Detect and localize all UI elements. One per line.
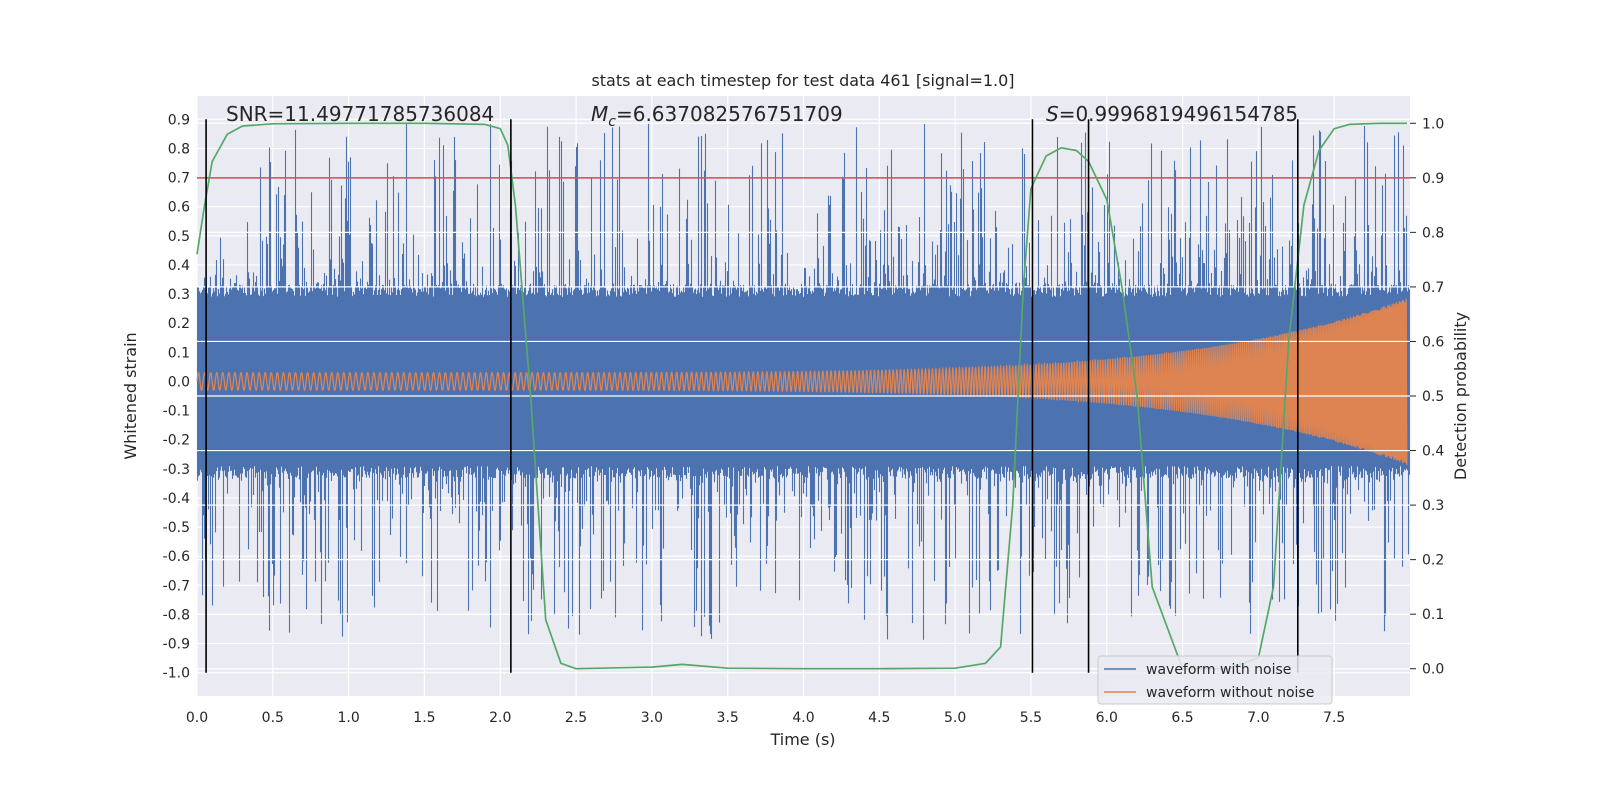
y-tick-label: -0.3 — [163, 462, 190, 478]
clean-waveform-path — [196, 298, 1408, 465]
legend-box — [1097, 655, 1333, 705]
x-tick-label: 3.5 — [717, 710, 739, 726]
y-tick-label: -0.9 — [163, 637, 190, 653]
chart-title: stats at each timestep for test data 461… — [591, 71, 1014, 90]
detection-probability-line — [196, 122, 1407, 670]
x-axis-ticks: 0.0 0.5 1.0 1.5 2.0 2.5 3.0 3.5 4.0 4.5 5.0 5.5 6.0 6… — [186, 710, 1345, 726]
x-tick-label: 4.0 — [792, 710, 814, 726]
x-tick-label: 0.0 — [186, 710, 208, 726]
y-tick-label: 0.9 — [168, 112, 190, 128]
y-tick-label: 0.1 — [168, 345, 190, 361]
right-tick-label: 0.6 — [1422, 334, 1444, 350]
y-tick-label: -0.7 — [163, 578, 190, 594]
x-tick-label: 3.0 — [641, 710, 663, 726]
y-tick-label: 0.2 — [168, 316, 190, 332]
y-tick-label: -0.1 — [163, 404, 190, 420]
y-tick-label: 0.5 — [168, 229, 190, 245]
right-tick-label: 0.4 — [1422, 444, 1444, 460]
s-symbol: S — [1046, 102, 1059, 126]
y-tick-label: -0.6 — [163, 549, 190, 565]
x-tick-label: 1.5 — [413, 710, 435, 726]
mc-value: =6.637082576751709 — [616, 102, 843, 126]
y-tick-label: -1.0 — [163, 666, 190, 682]
y-tick-label: 0.4 — [168, 258, 190, 274]
right-tick-label: 0.3 — [1422, 498, 1444, 514]
x-tick-label: 5.0 — [944, 710, 966, 726]
x-axis-label: Time (s) — [769, 730, 835, 749]
y-tick-label: 0.7 — [168, 171, 190, 187]
clean-waveform — [196, 298, 1408, 465]
x-tick-label: 5.5 — [1020, 710, 1042, 726]
x-tick-label: 6.0 — [1096, 710, 1118, 726]
s-value: =0.9996819496154785 — [1059, 102, 1298, 126]
y-tick-label: 0.6 — [168, 200, 190, 216]
right-tick-label: 0.2 — [1422, 553, 1444, 569]
x-tick-label: 1.0 — [337, 710, 359, 726]
y-tick-label: 0.0 — [168, 374, 190, 390]
y-axis-ticks: 0.9 0.8 0.7 0.6 0.5 0.4 0.3 0.2 0.1 0.0 -0.1 -0.2 -0… — [163, 112, 190, 681]
x-tick-label: 7.0 — [1247, 710, 1269, 726]
right-tick-label: 0.8 — [1422, 225, 1444, 241]
y-tick-label: -0.5 — [163, 520, 190, 536]
mc-annotation: Mc=6.637082576751709 — [591, 102, 843, 130]
x-tick-label: 0.5 — [262, 710, 284, 726]
right-tick-label: 1.0 — [1422, 116, 1444, 132]
right-tick-label: 0.0 — [1422, 662, 1444, 678]
x-tick-label: 6.5 — [1171, 710, 1193, 726]
x-tick-label: 2.5 — [565, 710, 587, 726]
x-tick-label: 2.0 — [489, 710, 511, 726]
right-tick-label: 0.5 — [1422, 389, 1444, 405]
legend-label-noisy: waveform with noise — [1146, 662, 1291, 678]
y-tick-label: -0.2 — [163, 433, 190, 449]
snr-annotation: SNR=11.49771785736084 — [226, 102, 494, 126]
s-annotation: S=0.9996819496154785 — [1046, 102, 1298, 126]
y-tick-label: 0.8 — [168, 141, 190, 157]
legend: waveform with noise waveform without noi… — [1097, 655, 1333, 705]
right-axis-ticks: 1.0 0.9 0.8 0.7 0.6 0.5 0.4 0.3 0.2 0.1 0.0 — [1410, 116, 1444, 678]
x-tick-label: 4.5 — [868, 710, 890, 726]
right-tick-label: 0.9 — [1422, 171, 1444, 187]
y-tick-label: 0.3 — [168, 287, 190, 303]
mc-symbol: M — [591, 102, 608, 126]
y-axis-label: Whitened strain — [121, 332, 140, 459]
legend-label-clean: waveform without noise — [1146, 685, 1314, 701]
right-tick-label: 0.1 — [1422, 607, 1444, 623]
x-tick-label: 7.5 — [1323, 710, 1345, 726]
vertical-markers — [205, 119, 1299, 673]
right-axis-label: Detection probability — [1451, 312, 1470, 480]
y-tick-label: -0.4 — [163, 491, 190, 507]
right-tick-label: 0.7 — [1422, 280, 1444, 296]
probability-layer — [196, 122, 1410, 670]
y-tick-label: -0.8 — [163, 607, 190, 623]
mc-subscript: c — [608, 114, 616, 130]
